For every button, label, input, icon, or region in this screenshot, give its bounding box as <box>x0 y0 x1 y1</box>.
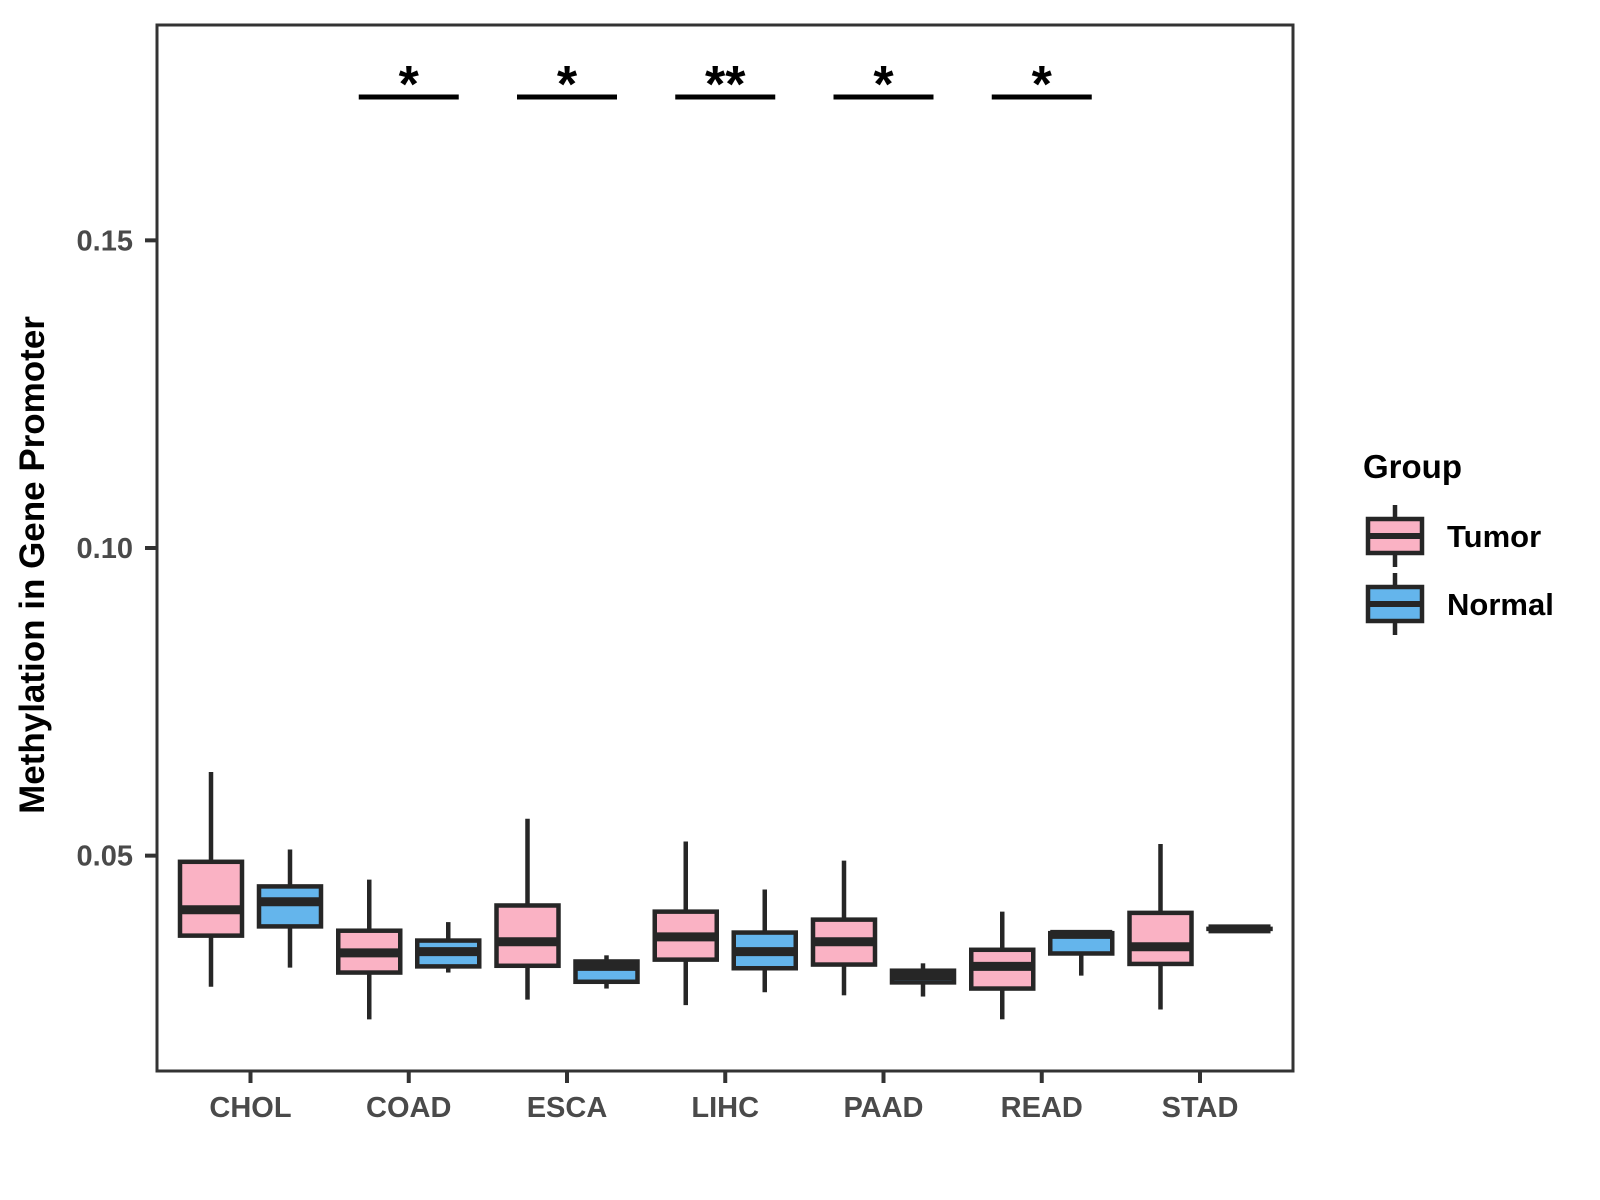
x-axis-label-stad: STAD <box>1162 1092 1239 1124</box>
x-axis-label-esca: ESCA <box>527 1092 608 1124</box>
x-axis-label-read: READ <box>1001 1092 1083 1124</box>
legend-key-tumor-label: Tumor <box>1447 519 1541 554</box>
x-axis-label-coad: COAD <box>366 1092 451 1124</box>
y-axis-tick-label-0.15: 0.15 <box>77 225 133 257</box>
x-axis-label-paad: PAAD <box>843 1092 923 1124</box>
plot-panel <box>155 23 1295 1073</box>
box-normal-chol <box>256 884 324 929</box>
sig-label-paad: * <box>873 56 894 114</box>
y-axis-tick-label-0.10: 0.10 <box>77 533 133 565</box>
y-axis-tick-label-0.05: 0.05 <box>77 841 133 873</box>
sig-label-lihc: ** <box>705 56 746 114</box>
x-axis-label-chol: CHOL <box>209 1092 291 1124</box>
box-tumor-esca <box>494 903 561 969</box>
box-tumor-chol <box>177 859 245 938</box>
box-tumor-stad <box>1127 910 1194 967</box>
sig-label-coad: * <box>399 56 420 114</box>
legend-title: Group <box>1363 448 1462 485</box>
sig-label-esca: * <box>557 56 578 114</box>
y-axis-title: Methylation in Gene Promoter <box>13 316 52 814</box>
x-axis-label-lihc: LIHC <box>691 1092 759 1124</box>
sig-label-read: * <box>1032 56 1053 114</box>
legend-key-normal-label: Normal <box>1447 587 1554 622</box>
